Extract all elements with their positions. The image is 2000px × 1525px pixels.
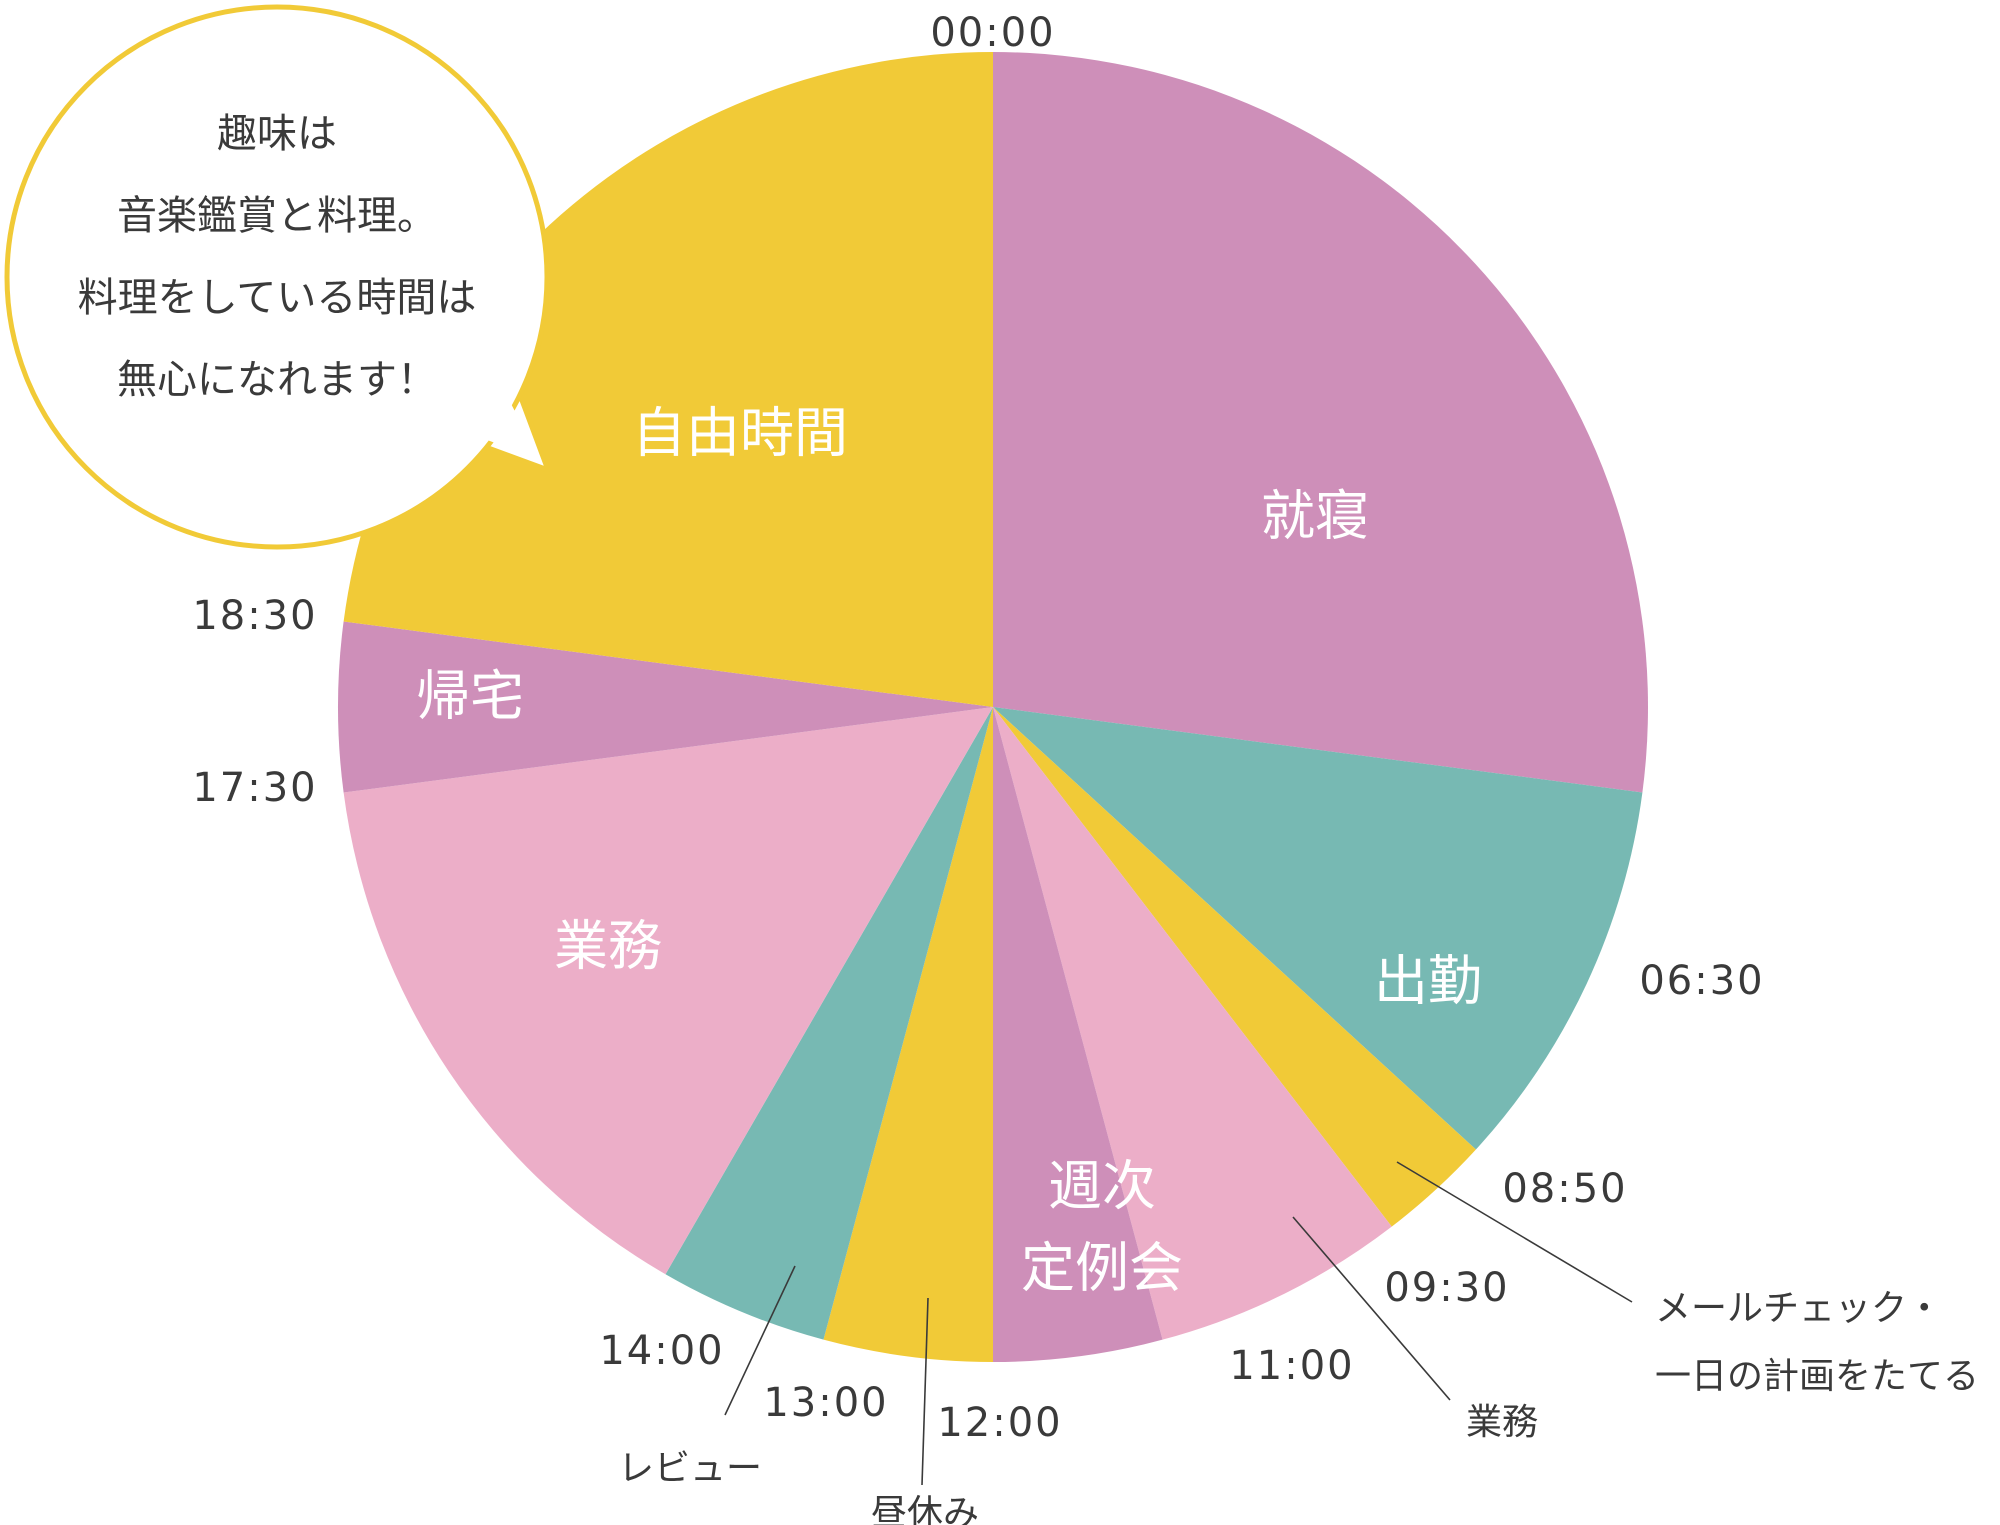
leader-line-5 — [921, 1297, 929, 1486]
slice-6 — [665, 707, 993, 1340]
time-tick-0000: 00:00 — [930, 10, 1055, 56]
callout-label-2-line-1: 一日の計画をたてる — [1655, 1356, 1979, 1397]
callout-label-6: レビュー — [618, 1448, 762, 1489]
leader-line-6 — [724, 1265, 796, 1416]
slice-label-9: 自由時間 — [632, 402, 848, 465]
slice-8 — [338, 621, 994, 793]
slice-labels: 就寝出勤メールチェック・一日の計画をたてる業務週次定例会昼休みレビュー業務帰宅自… — [416, 402, 1979, 1525]
slice-label-4-line-1: 定例会 — [1021, 1237, 1183, 1300]
time-tick-1100: 11:00 — [1229, 1343, 1354, 1389]
speech-bubble-line-1: 音楽鑑賞と料理。 — [117, 193, 437, 239]
time-tick-1200: 12:00 — [937, 1400, 1062, 1446]
slice-label-0: 就寝 — [1261, 485, 1369, 548]
slice-9 — [343, 52, 993, 707]
leader-line-3 — [1292, 1216, 1451, 1401]
leader-lines — [724, 1161, 1633, 1486]
leader-line-2 — [1396, 1161, 1633, 1303]
slice-3 — [993, 707, 1392, 1340]
callout-label-5: 昼休み — [871, 1493, 979, 1525]
time-tick-labels: 00:00 06:30 08:50 09:30 11:00 12:00 13:00 14:00… — [192, 10, 1764, 1446]
callout-label-2-line-0: メールチェック・ — [1655, 1288, 1942, 1329]
speech-bubble-line-3: 無心になれます！ — [117, 357, 437, 403]
time-tick-0930: 09:30 — [1384, 1265, 1509, 1311]
speech-bubble-line-0: 趣味は — [217, 111, 337, 157]
pie-slices — [338, 52, 1648, 1362]
slice-0 — [993, 52, 1648, 793]
slice-label-8: 帰宅 — [416, 665, 524, 728]
time-tick-0630: 06:30 — [1639, 958, 1764, 1004]
speech-bubble-line-2: 料理をしている時間は — [78, 275, 477, 321]
time-tick-0850: 08:50 — [1502, 1166, 1627, 1212]
speech-bubble-circle — [4, 4, 550, 550]
slice-7 — [343, 707, 993, 1275]
slice-label-4-line-0: 週次 — [1048, 1155, 1156, 1218]
slice-4 — [993, 707, 1163, 1362]
slice-2 — [993, 707, 1476, 1227]
time-tick-1730: 17:30 — [192, 765, 317, 811]
time-tick-1400: 14:00 — [599, 1328, 724, 1374]
time-tick-1830: 18:30 — [192, 593, 317, 639]
callout-label-3: 業務 — [1466, 1402, 1538, 1443]
time-tick-1300: 13:00 — [763, 1380, 888, 1426]
slice-label-7: 業務 — [554, 915, 662, 978]
speech-bubble-tail-fill — [482, 392, 540, 460]
slice-5 — [823, 707, 993, 1362]
slice-label-1: 出勤 — [1374, 950, 1482, 1013]
slice-1 — [993, 707, 1643, 1150]
